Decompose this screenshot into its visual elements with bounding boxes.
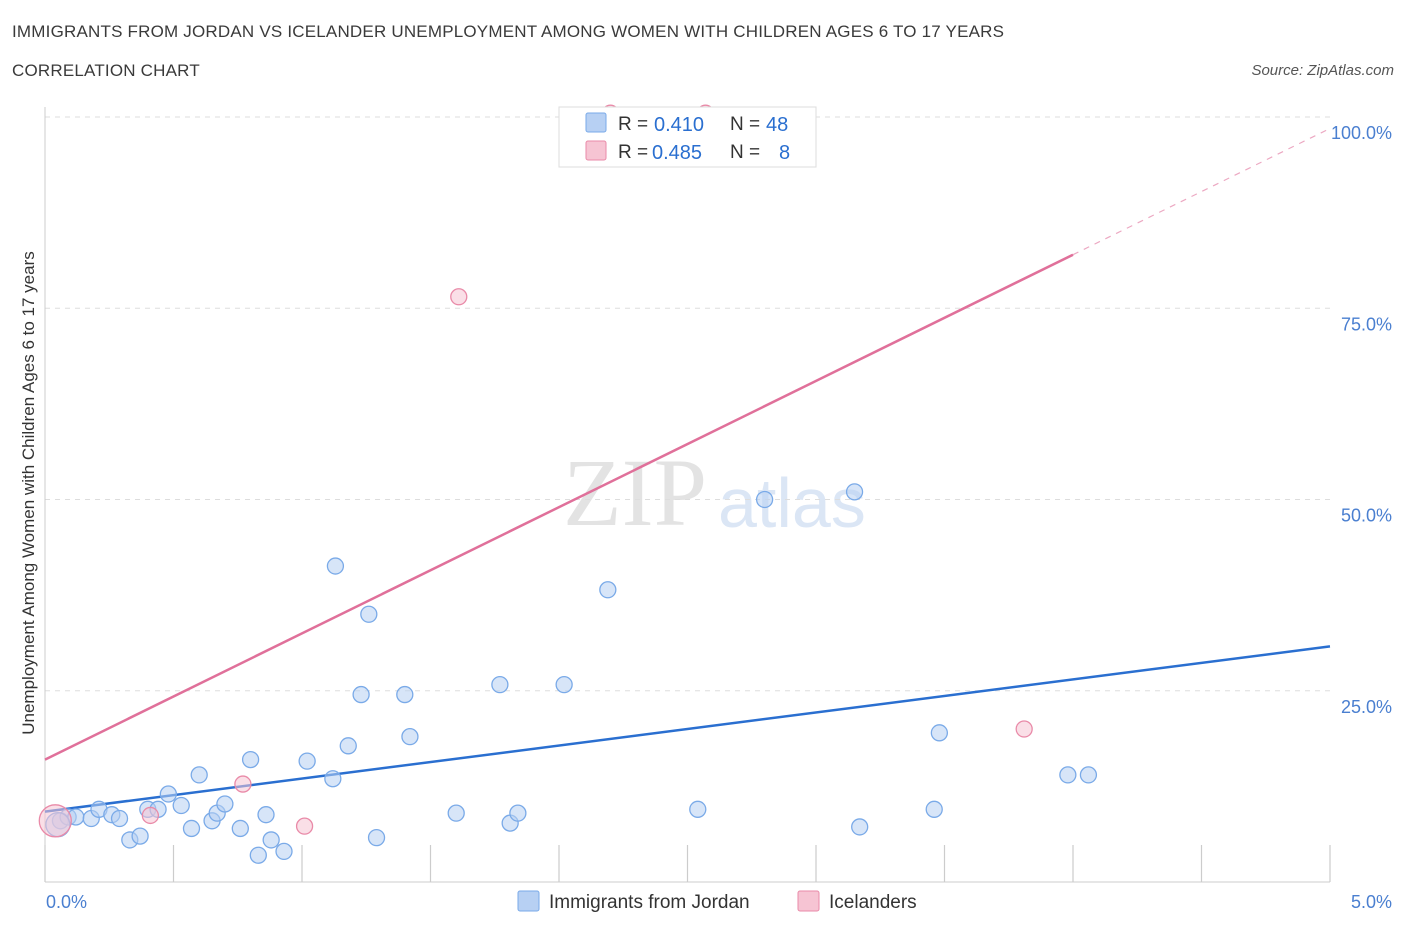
point-jordan-38 xyxy=(599,581,617,599)
bottom-legend-swatch-icelanders xyxy=(797,890,820,912)
point-icelander-3 xyxy=(295,817,314,835)
point-jordan-42 xyxy=(851,818,869,836)
y-tick-label-2: 50.0% xyxy=(1341,506,1392,526)
y-tick-labels: 100.0% 75.0% 50.0% 25.0% xyxy=(1331,123,1392,717)
point-jordan-13 xyxy=(182,819,201,838)
point-jordan-45 xyxy=(1059,766,1077,784)
point-jordan-19 xyxy=(241,750,260,769)
data-points xyxy=(38,104,1098,864)
point-jordan-11 xyxy=(159,785,178,803)
x-tick-label-1: 5.0% xyxy=(1351,892,1392,912)
legend-swatch-jordan xyxy=(585,112,607,133)
point-jordan-37 xyxy=(555,675,573,694)
x-tick-label-0: 0.0% xyxy=(46,892,87,912)
point-jordan-43 xyxy=(925,800,943,818)
point-jordan-23 xyxy=(275,842,293,861)
bottom-legend-swatch-jordan xyxy=(517,890,540,912)
point-jordan-33 xyxy=(447,804,465,822)
point-jordan-26 xyxy=(326,557,345,575)
legend-n-label-2: N = xyxy=(730,142,760,163)
watermark-zip: ZIP xyxy=(563,439,707,546)
chart-title: IMMIGRANTS FROM JORDAN VS ICELANDER UNEM… xyxy=(12,22,1005,41)
axes xyxy=(44,107,1331,883)
point-jordan-32 xyxy=(401,728,419,746)
trendlines xyxy=(44,127,1331,813)
legend-n-value-1: 48 xyxy=(766,114,788,136)
point-jordan-25 xyxy=(324,770,342,788)
point-jordan-27 xyxy=(339,737,357,755)
point-jordan-17 xyxy=(216,795,234,813)
point-jordan-22 xyxy=(262,831,280,849)
chart-subtitle: CORRELATION CHART xyxy=(12,61,200,80)
point-jordan-31 xyxy=(396,685,414,704)
point-jordan-8 xyxy=(131,827,149,845)
x-tick-labels: 0.0% 5.0% xyxy=(46,892,1392,912)
point-jordan-6 xyxy=(110,809,129,828)
point-jordan-20 xyxy=(249,846,267,864)
point-jordan-14 xyxy=(190,766,208,784)
legend-r-value-1: 0.410 xyxy=(654,114,704,136)
watermark-atlas: atlas xyxy=(718,464,866,542)
point-icelander-0 xyxy=(38,804,72,838)
point-jordan-46 xyxy=(1079,766,1098,784)
point-jordan-29 xyxy=(360,605,378,623)
y-tick-label-3: 25.0% xyxy=(1341,697,1392,717)
point-icelander-4 xyxy=(450,288,468,306)
trendline-1 xyxy=(44,253,1074,761)
legend-n-label-1: N = xyxy=(730,114,760,135)
point-icelander-7 xyxy=(1015,720,1033,738)
point-jordan-36 xyxy=(509,804,527,822)
point-jordan-24 xyxy=(298,752,316,770)
correlation-legend: R = 0.410 N = 48 R = 0.485 N = 8 xyxy=(558,106,817,168)
legend-r-label-1: R = xyxy=(618,114,648,135)
trendline-2 xyxy=(1072,127,1331,256)
y-axis-label: Unemployment Among Women with Children A… xyxy=(19,251,38,735)
point-jordan-18 xyxy=(231,819,249,838)
point-jordan-21 xyxy=(257,806,275,824)
legend-swatch-icelanders xyxy=(585,140,607,161)
y-tick-label-0: 100.0% xyxy=(1331,123,1392,143)
legend-n-value-2: 8 xyxy=(779,142,790,164)
grid-lines xyxy=(45,116,1330,692)
trendline-0 xyxy=(44,645,1331,813)
point-jordan-30 xyxy=(367,828,386,847)
point-icelander-1 xyxy=(141,806,160,825)
point-jordan-40 xyxy=(755,490,774,509)
point-jordan-41 xyxy=(845,483,864,501)
legend-r-label-2: R = xyxy=(618,142,648,163)
point-jordan-34 xyxy=(491,675,509,694)
y-tick-label-1: 75.0% xyxy=(1341,314,1392,334)
point-icelander-2 xyxy=(234,775,252,793)
bottom-legend-label-icelanders: Icelanders xyxy=(829,892,917,913)
point-jordan-28 xyxy=(352,685,370,704)
legend-r-value-2: 0.485 xyxy=(652,142,702,164)
bottom-legend-label-jordan: Immigrants from Jordan xyxy=(549,892,750,913)
source-label: Source: ZipAtlas.com xyxy=(1251,62,1394,79)
point-jordan-39 xyxy=(689,800,707,818)
point-jordan-12 xyxy=(172,796,190,815)
series-legend: Immigrants from Jordan Icelanders xyxy=(517,890,917,913)
point-jordan-44 xyxy=(930,724,949,742)
